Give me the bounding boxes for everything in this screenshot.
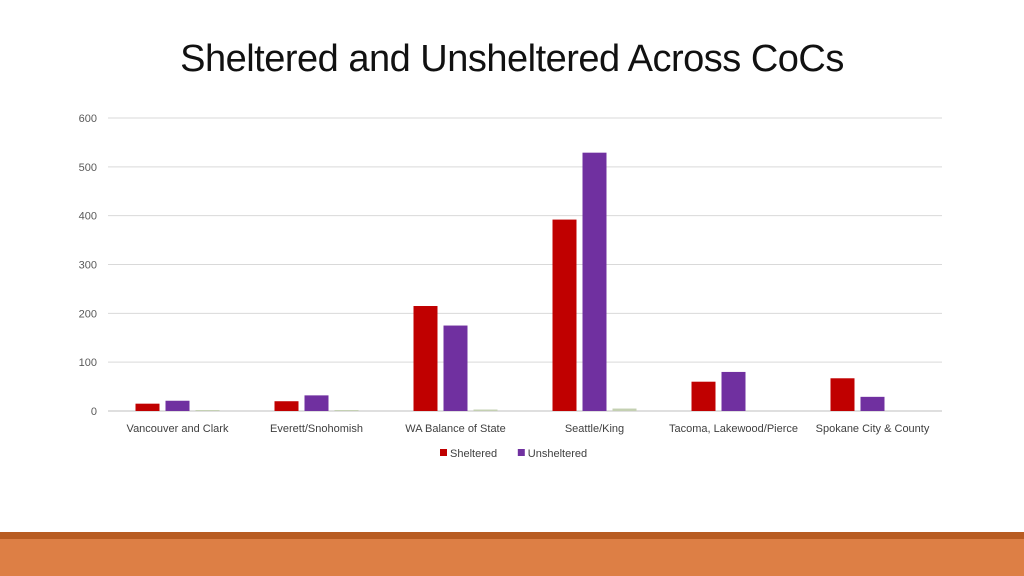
legend-swatch <box>440 449 447 456</box>
bar <box>721 371 746 411</box>
x-axis-labels: Vancouver and Clark Everett/Snohomish WA B… <box>127 423 930 435</box>
bar <box>612 408 637 411</box>
slide-title: Sheltered and Unsheltered Across CoCs <box>180 38 844 80</box>
bar <box>135 403 160 411</box>
footer-band <box>0 539 1024 576</box>
y-tick-label: 500 <box>79 162 97 174</box>
x-tick-label: Seattle/King <box>565 423 624 435</box>
bar <box>304 395 329 411</box>
bar <box>413 306 438 411</box>
y-axis-ticks: 0 100 200 300 400 500 600 <box>79 113 97 418</box>
bar <box>165 400 190 411</box>
x-tick-label: WA Balance of State <box>405 423 505 435</box>
y-tick-label: 200 <box>79 308 97 320</box>
x-tick-label: Everett/Snohomish <box>270 423 363 435</box>
legend: Sheltered Unsheltered <box>440 448 587 460</box>
footer-accent-line <box>0 532 1024 539</box>
legend-label: Sheltered <box>450 448 497 460</box>
bar <box>274 401 299 411</box>
bar <box>473 409 498 411</box>
bar-chart: 0 100 200 300 400 500 600 Vancouver and Clark E… <box>79 113 942 460</box>
bar <box>443 325 468 411</box>
y-tick-label: 300 <box>79 260 97 272</box>
bar <box>195 410 220 411</box>
legend-label: Unsheltered <box>528 448 587 460</box>
bars <box>135 152 885 411</box>
x-tick-label: Vancouver and Clark <box>127 423 229 435</box>
y-tick-label: 400 <box>79 211 97 223</box>
bar <box>334 410 359 411</box>
y-tick-label: 600 <box>79 113 97 125</box>
y-tick-label: 100 <box>79 357 97 369</box>
bar <box>830 378 855 411</box>
legend-swatch <box>517 449 525 456</box>
x-tick-label: Spokane City & County <box>816 423 930 435</box>
bar <box>860 396 885 411</box>
x-tick-label: Tacoma, Lakewood/Pierce <box>669 423 798 435</box>
bar <box>582 152 607 411</box>
bar <box>552 219 577 411</box>
gridlines <box>108 117 942 412</box>
bar <box>691 381 716 411</box>
y-tick-label: 0 <box>91 406 97 418</box>
